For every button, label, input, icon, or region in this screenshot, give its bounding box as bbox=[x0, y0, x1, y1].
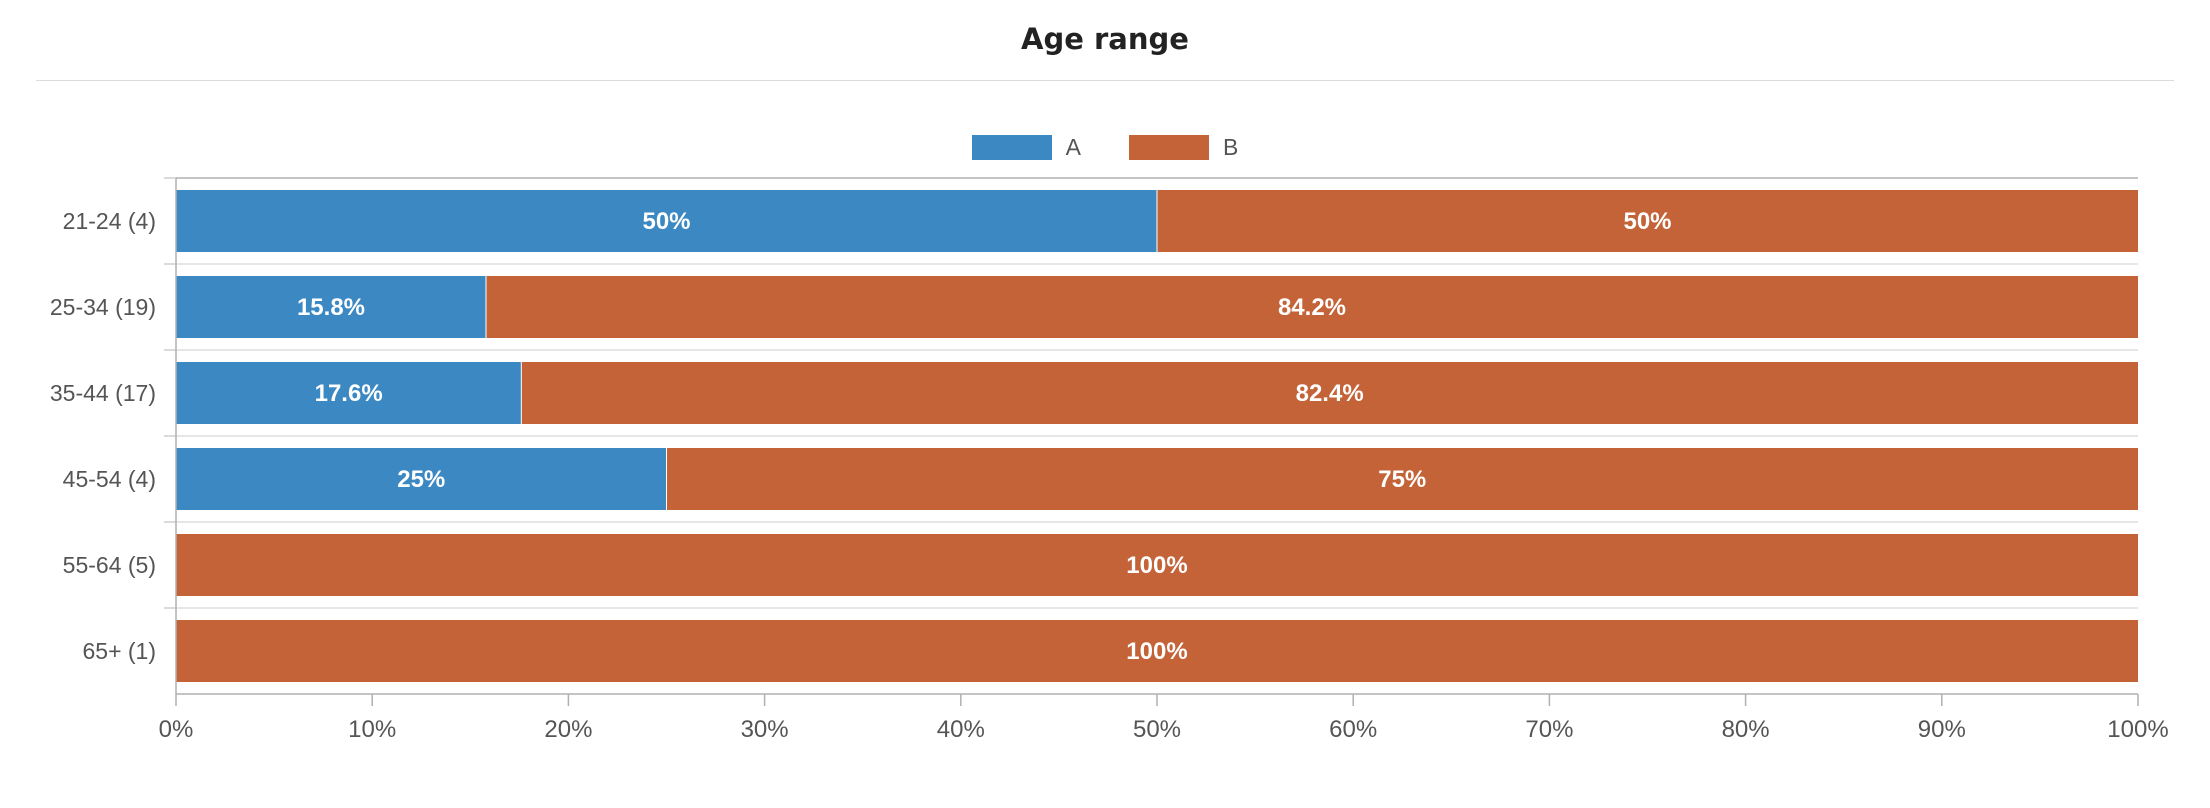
bar-b bbox=[666, 448, 2138, 510]
x-tick-label: 100% bbox=[2107, 716, 2168, 743]
data-label: 82.4% bbox=[1296, 380, 1364, 407]
x-tick-label: 40% bbox=[937, 716, 985, 743]
legend-item-b[interactable]: B bbox=[1129, 134, 1238, 161]
x-tick-label: 0% bbox=[159, 716, 194, 743]
bar-a bbox=[176, 190, 1157, 252]
data-label: 17.6% bbox=[315, 380, 383, 407]
legend-swatch-b bbox=[1129, 134, 1209, 160]
chart-title: Age range bbox=[1021, 22, 1189, 56]
data-label: 84.2% bbox=[1278, 294, 1346, 321]
legend-swatch-a bbox=[971, 134, 1052, 160]
x-tick-label: 60% bbox=[1329, 716, 1377, 743]
y-tick-label: 55-64 (5) bbox=[63, 552, 156, 578]
data-label: 25% bbox=[397, 466, 445, 493]
data-label: 75% bbox=[1378, 466, 1426, 493]
bar-b bbox=[176, 534, 2138, 596]
y-tick-label: 35-44 (17) bbox=[50, 380, 156, 406]
x-tick-label: 70% bbox=[1525, 716, 1573, 743]
x-tick-label: 80% bbox=[1722, 716, 1770, 743]
bar-a bbox=[176, 448, 667, 510]
data-label: 100% bbox=[1126, 552, 1187, 579]
x-tick-label: 30% bbox=[741, 716, 789, 743]
bar-b bbox=[1157, 190, 2138, 252]
bar-a bbox=[176, 276, 486, 338]
legend-item-a[interactable]: A bbox=[971, 133, 1081, 161]
bar-a bbox=[176, 362, 522, 424]
x-tick-label: 90% bbox=[1918, 716, 1966, 743]
y-tick-label: 45-54 (4) bbox=[63, 466, 156, 492]
data-label: 15.8% bbox=[297, 294, 365, 321]
bar-b bbox=[485, 276, 2139, 338]
legend: A B bbox=[0, 132, 2210, 162]
bar-b bbox=[176, 620, 2138, 682]
legend-label-b: B bbox=[1223, 133, 1239, 160]
y-tick-label: 65+ (1) bbox=[82, 638, 156, 664]
x-tick-label: 20% bbox=[544, 716, 592, 743]
x-tick-label: 50% bbox=[1133, 716, 1181, 743]
data-label: 100% bbox=[1126, 638, 1187, 665]
x-tick-label: 10% bbox=[348, 716, 396, 743]
title-divider bbox=[36, 80, 2174, 81]
y-tick-label: 21-24 (4) bbox=[63, 208, 156, 234]
y-tick-label: 25-34 (19) bbox=[50, 294, 156, 320]
bar-b bbox=[521, 362, 2138, 424]
legend-label-a: A bbox=[1065, 133, 1081, 160]
data-label: 50% bbox=[642, 208, 690, 235]
data-label: 50% bbox=[1623, 208, 1671, 235]
